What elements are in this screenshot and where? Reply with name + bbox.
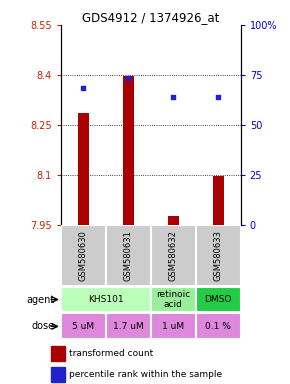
Bar (213, 176, 224, 225)
Point (171, 93, 175, 99)
Bar (151, 225, 196, 286)
Text: percentile rank within the sample: percentile rank within the sample (69, 370, 222, 379)
Bar (50, 346, 65, 361)
Bar (168, 216, 179, 225)
Point (216, 93, 220, 99)
Text: agent: agent (27, 295, 55, 305)
Bar (106, 225, 151, 286)
Text: 0.1 %: 0.1 % (205, 322, 231, 331)
Title: GDS4912 / 1374926_at: GDS4912 / 1374926_at (82, 11, 220, 24)
Text: 1 uM: 1 uM (162, 322, 184, 331)
Point (126, 75, 130, 81)
Text: 1.7 uM: 1.7 uM (113, 322, 144, 331)
Text: retinoic
acid: retinoic acid (156, 290, 191, 309)
Bar (196, 286, 241, 313)
Text: GSM580630: GSM580630 (79, 230, 88, 281)
Bar (151, 313, 196, 339)
Bar (50, 367, 65, 382)
Text: 5 uM: 5 uM (72, 322, 95, 331)
Text: GSM580631: GSM580631 (124, 230, 133, 281)
Point (81, 85, 86, 91)
Text: KHS101: KHS101 (88, 295, 124, 304)
Bar (151, 286, 196, 313)
Text: dose: dose (32, 321, 55, 331)
Bar (61, 225, 106, 286)
Text: GSM580633: GSM580633 (214, 230, 223, 281)
Text: GSM580632: GSM580632 (169, 230, 178, 281)
Text: DMSO: DMSO (204, 295, 232, 304)
Bar (106, 313, 151, 339)
Bar (61, 286, 151, 313)
Text: transformed count: transformed count (69, 349, 154, 358)
Bar (196, 313, 241, 339)
Bar (61, 313, 106, 339)
Bar (78, 113, 89, 225)
Bar (196, 225, 241, 286)
Bar (123, 76, 134, 225)
